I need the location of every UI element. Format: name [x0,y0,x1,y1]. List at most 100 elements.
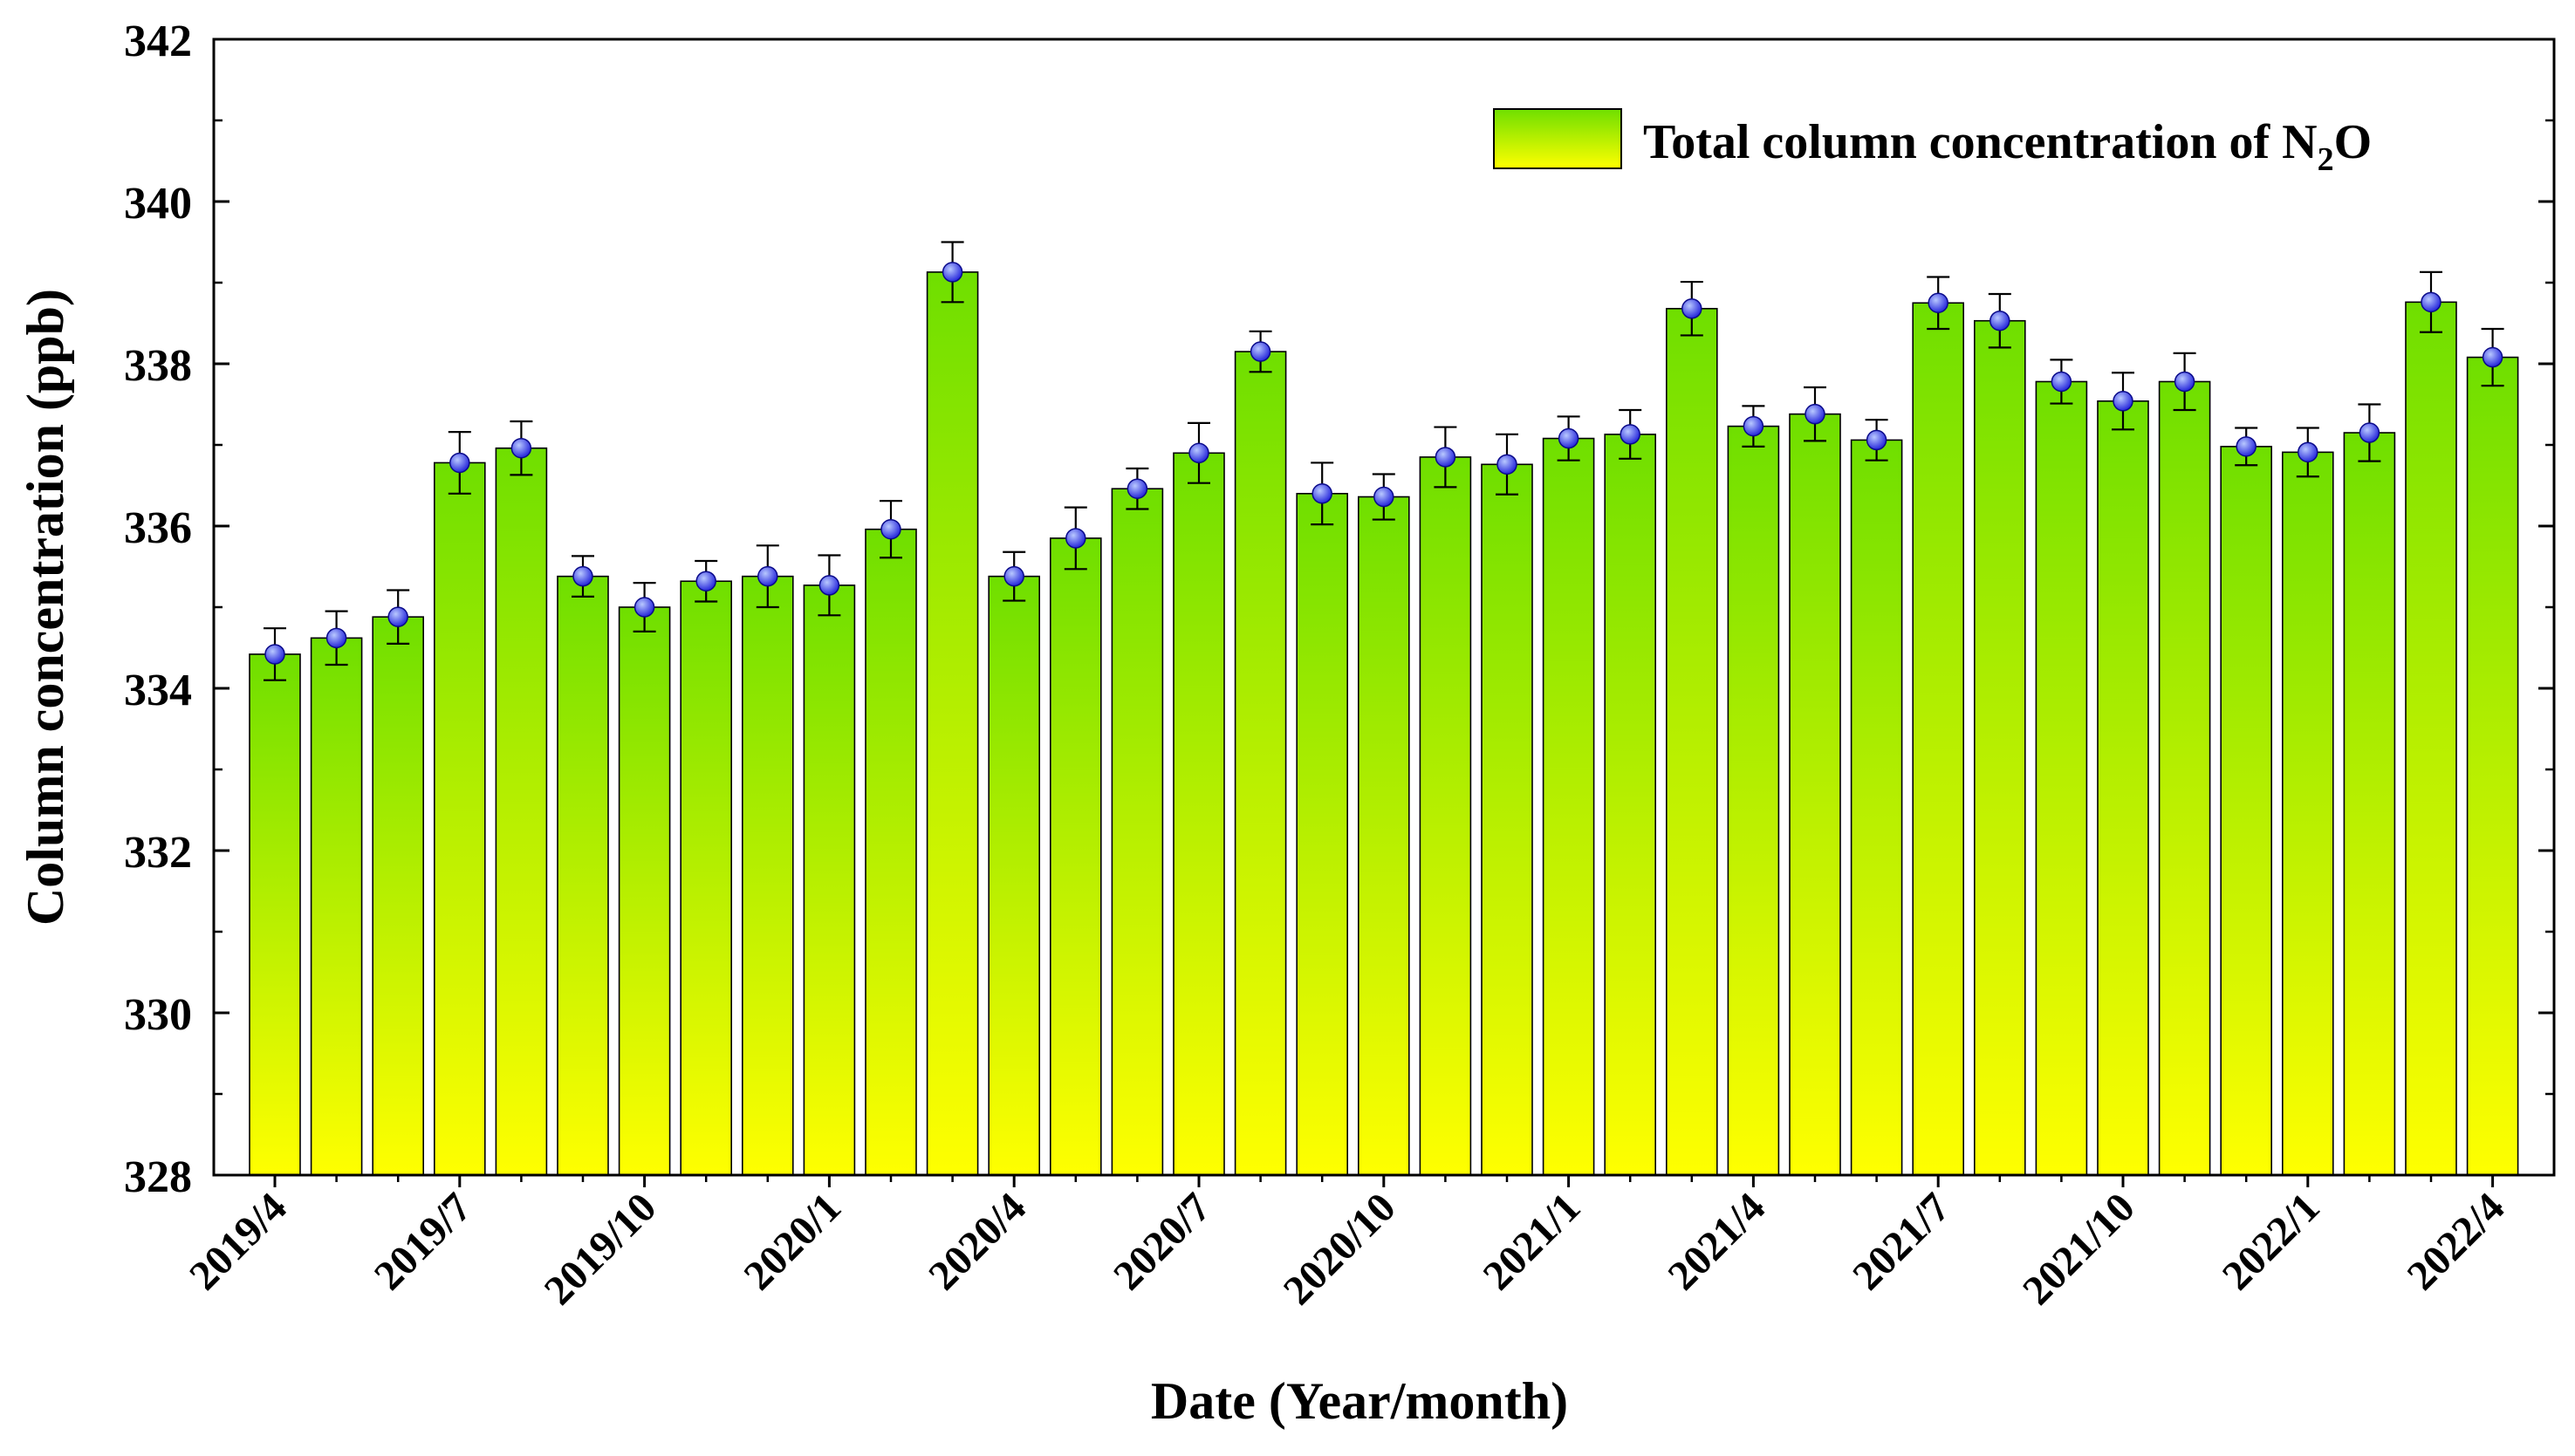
bar-15 [1173,452,1225,1176]
marker-19 [1435,447,1456,468]
y-tick-label-5: 338 [124,341,192,391]
bars-layer [249,271,2519,1176]
marker-14 [1127,478,1148,499]
marker-5 [572,565,593,587]
marker-15 [1188,442,1209,464]
bar-25 [1789,413,1841,1176]
bar-14 [1111,488,1164,1176]
marker-7 [695,571,716,591]
x-tick-label-4: 2020/4 [920,1184,1035,1299]
bar-7 [680,580,733,1176]
marker-33 [2298,441,2318,463]
bar-22 [1604,434,1656,1176]
marker-23 [1681,298,1702,319]
x-axis: 2019/4 2019/7 2019/10 2020/1 2020/4 2020/7 202… [181,1175,2513,1314]
legend-text: Total column concentration of N [1643,115,2318,169]
marker-16 [1250,341,1271,362]
bar-33 [2282,451,2334,1176]
marker-36 [2482,346,2503,368]
marker-12 [1003,565,1024,587]
bar-17 [1296,492,1348,1176]
y-tick-label-7: 342 [124,17,192,66]
bar-26 [1850,439,1903,1176]
marker-25 [1805,403,1825,425]
bar-36 [2466,356,2519,1176]
y-axis: 328 330 332 334 336 338 340 342 [124,17,2554,1202]
x-tick-label-0: 2019/4 [181,1184,296,1299]
x-tick-label-10: 2021/10 [2014,1184,2144,1314]
x-tick-label-1: 2019/7 [366,1184,481,1299]
y-tick-label-3: 334 [124,666,192,715]
bar-20 [1481,463,1533,1176]
bar-5 [557,575,609,1176]
bar-23 [1666,307,1718,1176]
marker-34 [2359,422,2380,443]
y-tick-label-1: 330 [124,990,192,1040]
bar-10 [865,528,917,1176]
bar-29 [2035,380,2088,1176]
x-tick-label-12: 2022/4 [2399,1184,2514,1299]
bar-16 [1234,351,1287,1176]
x-tick-label-3: 2020/1 [735,1184,850,1299]
x-tick-label-7: 2021/1 [1475,1184,1590,1299]
bar-12 [988,575,1040,1176]
marker-13 [1065,528,1086,549]
legend-subscript: 2 [2318,141,2334,178]
x-tick-label-2: 2019/10 [536,1184,666,1314]
marker-29 [2051,371,2072,393]
bar-18 [1358,496,1410,1176]
marker-30 [2113,391,2133,412]
x-tick-label-6: 2020/10 [1275,1184,1405,1314]
marker-32 [2236,436,2257,457]
bar-34 [2343,432,2396,1176]
marker-31 [2174,371,2195,393]
marker-3 [449,452,470,474]
marker-6 [633,597,655,618]
bar-32 [2220,446,2272,1176]
marker-10 [880,518,901,540]
marker-9 [818,575,840,596]
marker-22 [1620,424,1640,445]
legend-label: Total column concentration of N2O [1643,115,2372,178]
bar-35 [2405,301,2457,1176]
bar-4 [495,447,548,1176]
marker-0 [264,644,285,665]
marker-1 [325,627,347,649]
legend-swatch [1493,108,1622,169]
bar-6 [618,606,671,1176]
marker-21 [1558,427,1579,449]
bar-2 [372,616,425,1176]
bar-13 [1050,537,1102,1176]
marker-24 [1743,415,1764,437]
y-tick-label-6: 340 [124,179,192,229]
x-tick-label-11: 2022/1 [2214,1184,2329,1299]
marker-20 [1496,454,1517,475]
bar-30 [2097,400,2149,1176]
y-tick-label-0: 328 [124,1152,192,1202]
bar-31 [2158,380,2211,1176]
marker-11 [942,262,963,283]
x-tick-label-8: 2021/4 [1659,1184,1774,1299]
marker-17 [1311,483,1332,504]
marker-26 [1866,429,1887,451]
marker-4 [510,437,532,459]
bar-0 [249,653,301,1176]
bar-8 [741,575,794,1176]
marker-28 [1989,310,2010,332]
bar-27 [1912,302,1964,1176]
markers-layer [264,262,2503,665]
x-tick-label-9: 2021/7 [1844,1184,1959,1299]
legend: Total column concentration of N2O [1493,108,2372,178]
bar-28 [1974,319,2026,1176]
marker-18 [1373,486,1394,508]
legend-suffix: O [2334,115,2373,169]
marker-27 [1928,292,1948,313]
x-tick-label-5: 2020/7 [1105,1184,1220,1299]
bar-1 [310,637,363,1176]
y-tick-label-4: 336 [124,503,192,553]
y-tick-label-2: 332 [124,828,192,878]
x-axis-title: Date (Year/month) [1151,1372,1568,1430]
bar-3 [433,461,486,1176]
